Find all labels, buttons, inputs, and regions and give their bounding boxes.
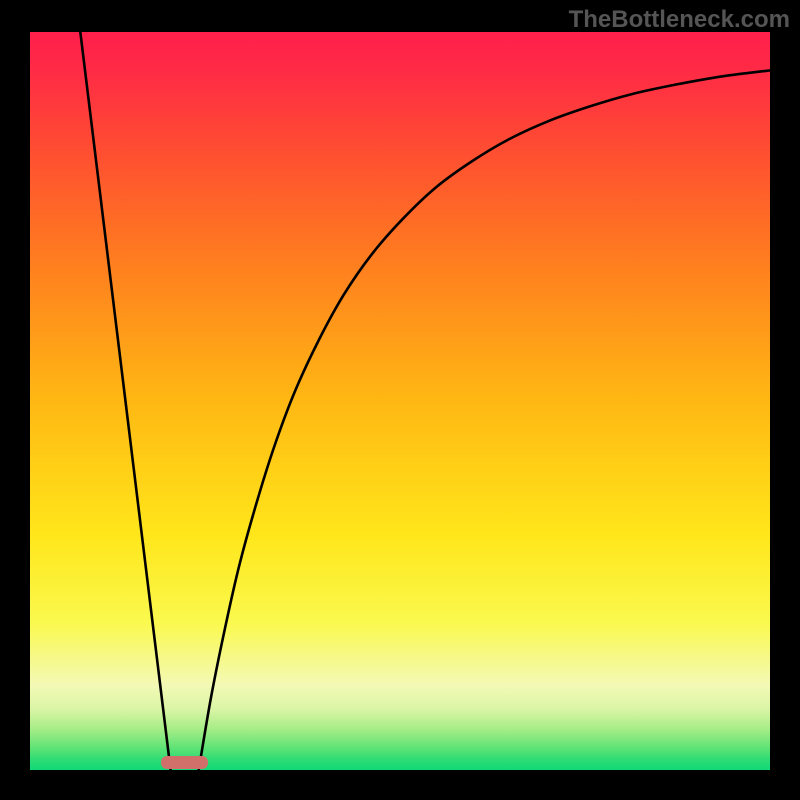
frame-right	[770, 0, 800, 800]
bottleneck-marker	[161, 756, 208, 769]
left-line-curve	[80, 32, 170, 770]
frame-left	[0, 0, 30, 800]
frame-bottom	[0, 770, 800, 800]
right-curve	[199, 70, 770, 770]
watermark-text: TheBottleneck.com	[569, 6, 790, 34]
curves-layer	[30, 32, 770, 770]
plot-area	[30, 32, 770, 770]
chart-container: TheBottleneck.com	[0, 0, 800, 800]
